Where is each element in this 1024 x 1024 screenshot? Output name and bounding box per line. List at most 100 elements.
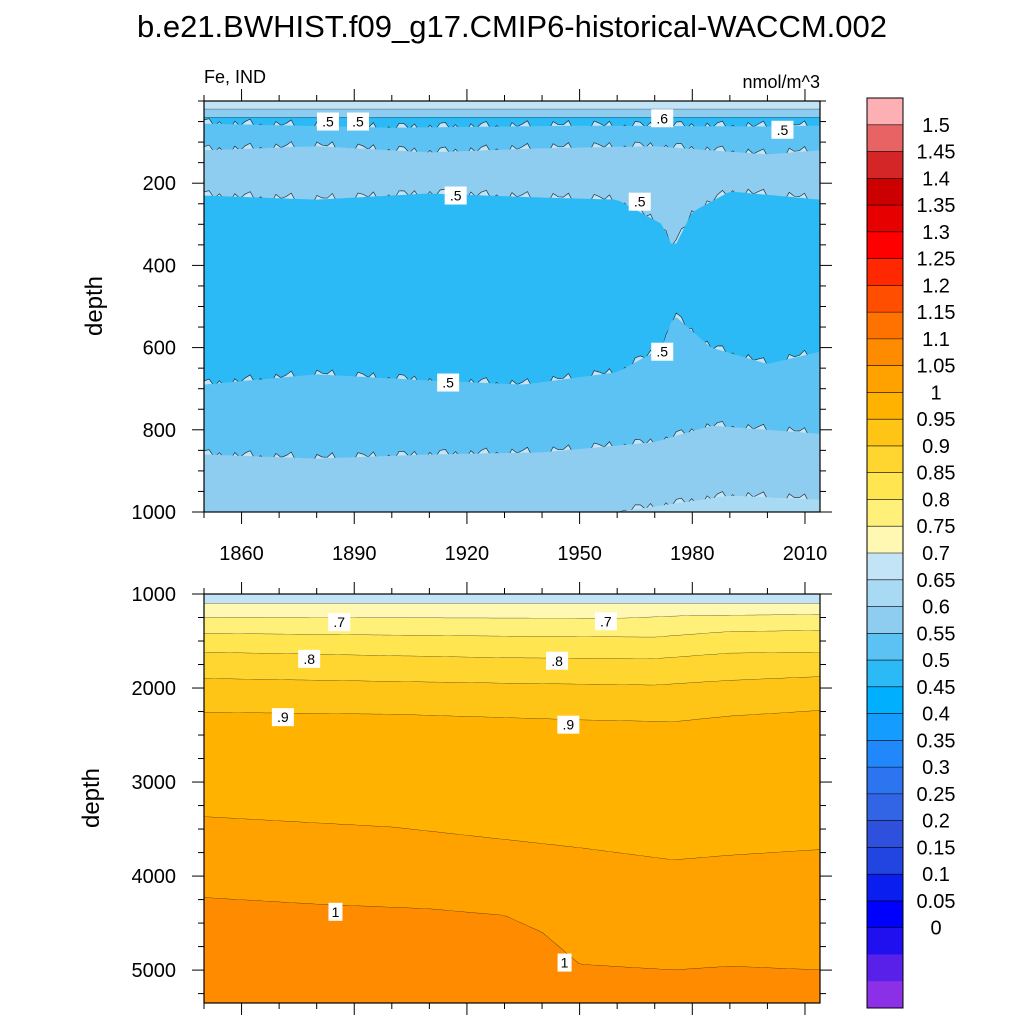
y-tick-label: 5000 bbox=[132, 960, 177, 982]
colorbar-label: 0.2 bbox=[922, 811, 950, 833]
contour-label: .5 bbox=[442, 375, 454, 391]
y-tick-label: 4000 bbox=[132, 866, 177, 888]
contour-label: .5 bbox=[322, 114, 334, 130]
colorbar-swatch bbox=[867, 579, 903, 607]
colorbar-swatch bbox=[867, 927, 903, 955]
colorbar-label: 1.5 bbox=[922, 115, 950, 137]
colorbar-label: 1.35 bbox=[917, 195, 956, 217]
colorbar-label: 0.4 bbox=[922, 704, 950, 726]
colorbar-swatch bbox=[867, 874, 903, 902]
colorbar-label: 0.75 bbox=[917, 516, 956, 538]
contour-label: 1 bbox=[561, 955, 569, 971]
y-tick-label: 600 bbox=[143, 338, 176, 360]
colorbar-swatch bbox=[867, 713, 903, 741]
colorbar-swatch bbox=[867, 553, 903, 581]
contour-label-box bbox=[437, 373, 460, 392]
colorbar-label: 1.15 bbox=[917, 302, 956, 324]
contour-band-1-7 bbox=[204, 816, 820, 971]
colorbar-swatch bbox=[867, 338, 903, 366]
colorbar-swatch bbox=[867, 767, 903, 795]
contour-band-0-1 bbox=[204, 109, 820, 118]
contour-band-0-3 bbox=[204, 123, 820, 159]
x-tick-label: 1920 bbox=[445, 543, 490, 565]
contour-band-0-4 bbox=[204, 146, 820, 247]
colorbar-swatch bbox=[867, 606, 903, 634]
units-label: nmol/m^3 bbox=[743, 72, 820, 92]
colorbar-swatch bbox=[867, 365, 903, 393]
colorbar-swatch bbox=[867, 793, 903, 821]
lower-y-axis-label: depth bbox=[78, 768, 105, 828]
contour-label: .9 bbox=[277, 709, 289, 725]
colorbar-label: 0.8 bbox=[922, 489, 950, 511]
colorbar-swatch bbox=[867, 499, 903, 527]
contour-label: .8 bbox=[551, 653, 563, 669]
x-tick-label: 1950 bbox=[557, 543, 602, 565]
colorbar-label: 1.2 bbox=[922, 275, 950, 297]
contour-band-1-1 bbox=[204, 603, 820, 619]
contour-band-1-4 bbox=[204, 652, 820, 686]
colorbar-swatch bbox=[867, 954, 903, 982]
colorbar-swatch bbox=[867, 124, 903, 152]
chart-title: b.e21.BWHIST.f09_g17.CMIP6-historical-WA… bbox=[137, 9, 887, 44]
colorbar-label: 0.65 bbox=[917, 570, 956, 592]
colorbar-swatch bbox=[867, 847, 903, 875]
colorbar-label: 0.55 bbox=[917, 623, 956, 645]
y-tick-label: 400 bbox=[143, 255, 176, 277]
contour-label-box bbox=[557, 953, 572, 972]
colorbar-label: 1.4 bbox=[922, 168, 950, 190]
contour-label-box bbox=[444, 186, 467, 205]
contour-label: .5 bbox=[634, 194, 646, 210]
colorbar-label: 1 bbox=[930, 382, 941, 404]
contour-band-1-3 bbox=[204, 630, 820, 659]
colorbar-label: 1.25 bbox=[917, 249, 956, 271]
colorbar-label: 0.35 bbox=[917, 730, 956, 752]
y-tick-label: 1000 bbox=[132, 502, 177, 524]
contour-label-box bbox=[651, 109, 674, 128]
y-tick-label: 200 bbox=[143, 173, 176, 195]
x-tick-label: 1980 bbox=[670, 543, 715, 565]
colorbar-swatch bbox=[867, 981, 903, 1009]
contour-band-0-7 bbox=[204, 425, 820, 512]
contour-band-0-5 bbox=[204, 191, 820, 390]
colorbar-label: 0.05 bbox=[917, 891, 956, 913]
colorbar-label: 0 bbox=[930, 918, 941, 940]
contour-label-box bbox=[271, 708, 294, 727]
contour-label-box bbox=[557, 715, 580, 734]
contour-label-box bbox=[628, 192, 651, 211]
contour-band-1-0 bbox=[204, 594, 820, 604]
colorbar-label: 0.3 bbox=[922, 757, 950, 779]
y-tick-label: 2000 bbox=[132, 678, 177, 700]
contour-label-box bbox=[328, 613, 351, 632]
colorbar-label: 0.45 bbox=[917, 677, 956, 699]
x-tick-label: 1890 bbox=[332, 543, 377, 565]
colorbar-label: 0.1 bbox=[922, 864, 950, 886]
colorbar-label: 0.7 bbox=[922, 543, 950, 565]
colorbar-label: 1.05 bbox=[917, 356, 956, 378]
x-tick-label: 2010 bbox=[783, 543, 828, 565]
contour-band-1-6 bbox=[204, 710, 820, 860]
colorbar-swatch bbox=[867, 472, 903, 500]
colorbar-swatch bbox=[867, 98, 903, 126]
colorbar-label: 0.5 bbox=[922, 650, 950, 672]
colorbar-swatch bbox=[867, 526, 903, 554]
colorbar-label: 0.95 bbox=[917, 409, 956, 431]
colorbar-swatch bbox=[867, 231, 903, 259]
colorbar-label: 0.15 bbox=[917, 837, 956, 859]
contour-label: .7 bbox=[600, 613, 612, 629]
colorbar-label: 0.25 bbox=[917, 784, 956, 806]
contour-label-box bbox=[298, 649, 321, 668]
colorbar-swatch bbox=[867, 445, 903, 474]
colorbar-swatch bbox=[867, 820, 903, 848]
contour-band-0-0 bbox=[204, 101, 820, 110]
contour-band-1-8 bbox=[204, 897, 820, 1003]
colorbar-label: 1.45 bbox=[917, 142, 956, 164]
x-tick-label: 1860 bbox=[219, 543, 264, 565]
colorbar-swatch bbox=[867, 633, 903, 661]
colorbar-label: 1.3 bbox=[922, 222, 950, 244]
variable-label: Fe, IND bbox=[204, 67, 266, 87]
colorbar-label: 0.9 bbox=[922, 436, 950, 458]
contour-label: .5 bbox=[450, 188, 462, 204]
y-tick-label: 1000 bbox=[132, 584, 177, 606]
colorbar-swatch bbox=[867, 686, 903, 714]
